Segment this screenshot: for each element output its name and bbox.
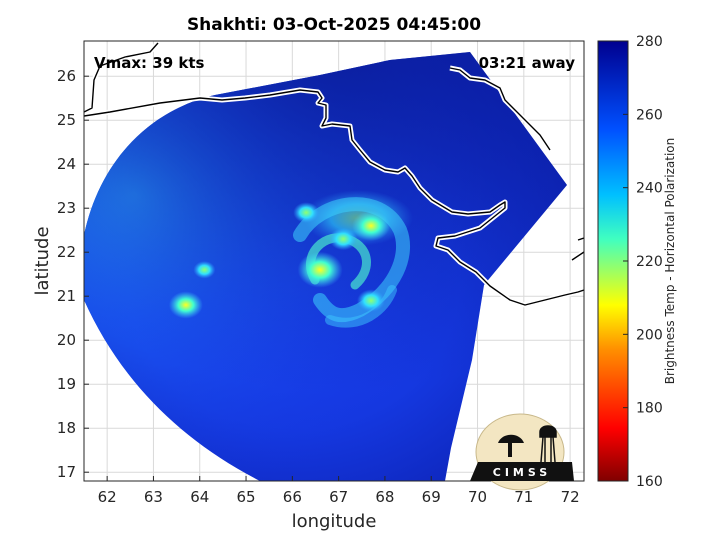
y-tick-label: 24: [57, 155, 76, 173]
y-axis-label: latitude: [32, 226, 53, 295]
y-tick-label: 26: [57, 67, 76, 85]
chart-title: Shakhti: 03-Oct-2025 04:45:00: [187, 15, 481, 35]
y-tick-label: 23: [57, 199, 76, 217]
colorbar-tick-label: 200: [636, 327, 663, 343]
y-tick-label: 19: [57, 375, 76, 393]
coastline: [84, 41, 584, 308]
x-tick-labels: 62 63 64 65 66 67 68 69 70 71 72: [98, 476, 580, 506]
colorbar-tick-label: 240: [636, 181, 663, 197]
satellite-dish-icon: [498, 434, 524, 443]
x-tick-label: 72: [561, 488, 580, 506]
convective-cell: [193, 261, 216, 279]
convective-cell: [352, 210, 391, 241]
x-tick-label: 68: [375, 488, 394, 506]
swath-image: [84, 52, 567, 481]
y-tick-label: 17: [57, 463, 76, 481]
x-tick-label: 64: [190, 488, 209, 506]
y-tick-label: 25: [57, 111, 76, 129]
hotspot-layer: [168, 202, 391, 319]
colorbar-tick-label: 220: [636, 254, 663, 270]
colorbar-tick-label: 160: [636, 474, 663, 490]
convective-cell: [293, 202, 320, 224]
y-tick-label: 20: [57, 331, 76, 349]
colorbar-tick-label: 260: [636, 107, 663, 123]
colorbar-tick-labels: 160 180 200 220 240 260 280: [623, 34, 663, 490]
x-tick-label: 69: [422, 488, 441, 506]
convective-cell: [357, 289, 386, 312]
x-axis-label: longitude: [292, 511, 377, 532]
cimss-logo: CIMSS: [470, 413, 574, 491]
x-tick-label: 67: [329, 488, 348, 506]
x-tick-label: 62: [98, 488, 117, 506]
colorbar: 160 180 200 220 240 260 280 Brightness Temp - …: [597, 34, 677, 490]
convective-cell: [329, 227, 358, 251]
colorbar-tick-label: 280: [636, 34, 663, 50]
x-tick-label: 66: [283, 488, 302, 506]
y-tick-labels: 17 18 19 20 21 22 23 24 25 26: [57, 67, 89, 481]
logo-text: CIMSS: [493, 466, 551, 479]
x-tick-label: 63: [144, 488, 163, 506]
convective-cell: [168, 291, 203, 319]
x-tick-label: 70: [468, 488, 487, 506]
convective-cell: [297, 251, 343, 288]
y-tick-label: 21: [57, 287, 76, 305]
vmax-annotation: Vmax: 39 kts: [94, 54, 204, 72]
y-tick-label: 18: [57, 419, 76, 437]
y-tick-label: 22: [57, 243, 76, 261]
x-tick-label: 71: [514, 488, 533, 506]
water-tower-icon: [539, 425, 557, 463]
x-tick-label: 65: [236, 488, 255, 506]
colorbar-label: Brightness Temp - Horizontal Polarizatio…: [663, 138, 677, 385]
colorbar-tick-label: 180: [636, 401, 663, 417]
time-away-annotation: 03:21 away: [479, 54, 576, 72]
plot-frame: [83, 40, 585, 482]
